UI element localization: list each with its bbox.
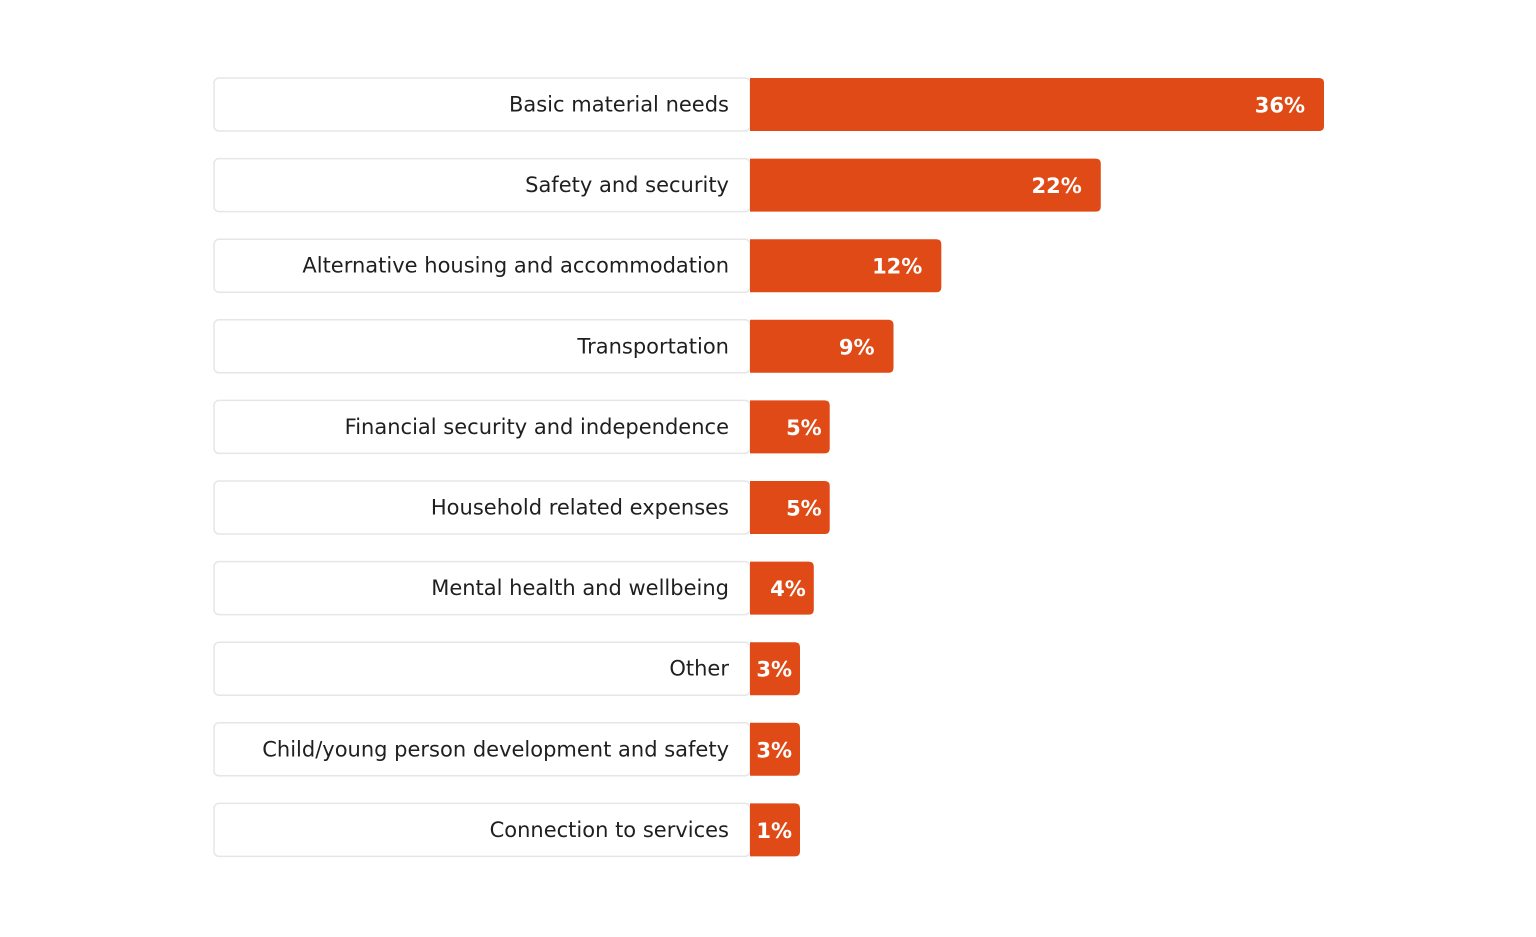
bar-row: Child/young person development and safet… [213,722,800,777]
value-label: 5% [786,497,822,521]
category-label: Safety and security [525,173,729,197]
category-label: Other [669,657,729,681]
category-label: Transportation [576,334,729,358]
category-label: Alternative housing and accommodation [302,254,729,278]
category-label: Connection to services [490,818,729,842]
bar [750,561,814,615]
bar-row: Household related expenses 5% [213,480,830,535]
category-label: Mental health and wellbeing [431,576,729,600]
value-label: 22% [1032,174,1082,198]
value-label: 3% [756,658,792,682]
category-label: Child/young person development and safet… [262,737,729,761]
bar-row: Alternative housing and accommodation 12% [213,238,942,293]
bar-row: Transportation 9% [213,319,894,374]
value-label: 12% [872,255,922,279]
bar [750,803,800,857]
bar-row: Connection to services 1% [213,802,800,858]
bar [750,642,800,696]
value-label: 9% [839,335,875,359]
value-label: 1% [756,819,792,843]
bar-row: Basic material needs 36% [213,77,1324,132]
bar-row: Financial security and independence 5% [213,399,830,455]
bar [750,481,830,534]
bar [750,319,894,373]
value-label: 5% [786,416,822,440]
bar [750,78,1324,131]
value-label: 4% [770,577,806,601]
bar [750,158,1101,212]
bar [750,400,830,454]
value-label: 3% [756,738,792,762]
category-label: Basic material needs [509,93,729,117]
bar-row: Other 3% [213,641,800,696]
value-label: 36% [1255,94,1305,118]
bar-row: Mental health and wellbeing 4% [213,560,814,616]
bar [750,722,800,776]
bar-row: Safety and security 22% [213,157,1101,213]
category-label: Household related expenses [431,496,729,520]
category-label: Financial security and independence [345,415,729,439]
bar [750,239,942,293]
